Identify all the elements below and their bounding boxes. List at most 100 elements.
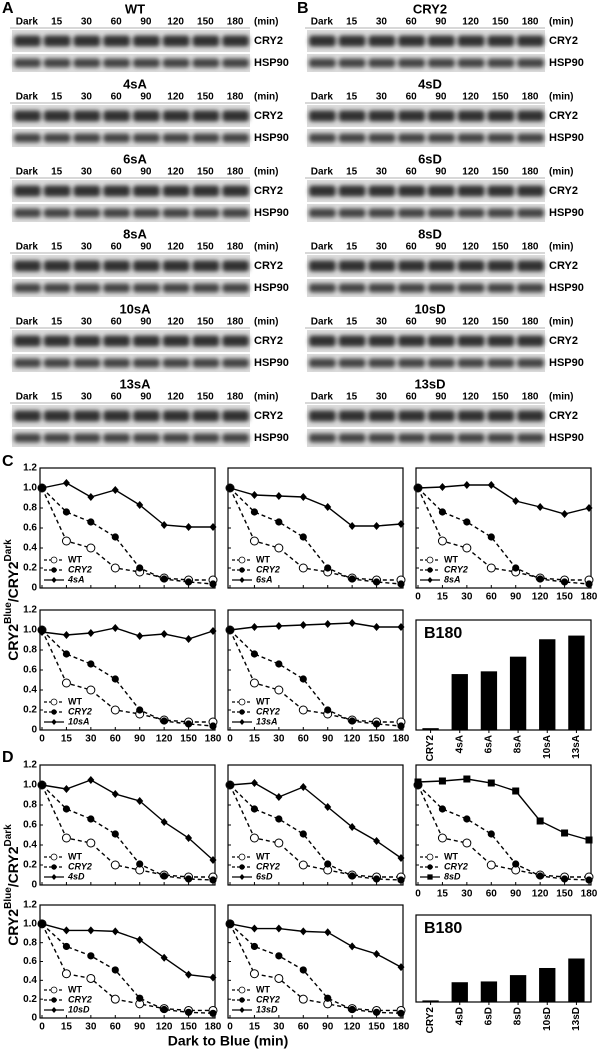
band	[338, 35, 366, 47]
legend-marker	[239, 874, 245, 880]
bar	[451, 674, 468, 730]
band	[487, 283, 515, 293]
x-tick-label: 120	[156, 734, 173, 745]
x-tick-label: 90	[322, 1022, 334, 1033]
marker	[62, 926, 70, 935]
x-tick-label: 0	[227, 1022, 233, 1033]
legend-marker	[239, 719, 245, 725]
lane-label: 150	[197, 242, 214, 253]
lane-label: 150	[197, 167, 214, 178]
band-label: HSP90	[549, 432, 584, 444]
marker	[86, 973, 96, 983]
x-tick-label: 30	[461, 889, 473, 900]
blot-background	[12, 180, 250, 202]
blot-bands	[309, 283, 544, 293]
legend-marker	[51, 709, 57, 715]
series-line	[41, 923, 214, 1014]
band	[398, 358, 425, 368]
band	[222, 35, 249, 47]
legend-label: WT	[68, 851, 82, 861]
marker	[160, 953, 168, 962]
marker	[87, 660, 95, 668]
legend-label: 6sA	[256, 574, 273, 584]
band	[517, 283, 544, 293]
band	[309, 185, 336, 197]
marker	[250, 924, 258, 933]
band	[43, 110, 71, 122]
band	[338, 208, 366, 218]
lane-label: 120	[167, 392, 184, 403]
y-tick-label: 1.2	[23, 760, 37, 771]
band	[192, 410, 220, 422]
marker	[427, 567, 433, 573]
marker	[51, 719, 57, 725]
lane-label: 30	[81, 92, 93, 103]
series-line	[229, 923, 402, 968]
band	[103, 208, 130, 218]
band-label: CRY2	[254, 410, 283, 422]
marker	[111, 533, 119, 541]
x-tick-label: 180	[205, 734, 222, 745]
band	[309, 58, 336, 68]
lane-label: 30	[376, 242, 388, 253]
band	[368, 208, 396, 218]
marker	[397, 722, 405, 730]
series-line	[229, 629, 402, 727]
band	[14, 35, 41, 47]
band	[309, 358, 336, 368]
blot-bands	[14, 35, 249, 47]
unit-label: (min)	[254, 17, 278, 28]
marker	[184, 578, 193, 586]
marker	[536, 575, 544, 583]
band	[428, 260, 455, 272]
band	[368, 185, 396, 197]
marker	[160, 630, 168, 638]
marker	[512, 860, 520, 868]
marker	[512, 497, 520, 505]
lane-label: 120	[167, 92, 184, 103]
band	[222, 433, 249, 443]
y-tick-label: 1.0	[23, 918, 37, 929]
unit-label: (min)	[254, 317, 278, 328]
band	[368, 283, 396, 293]
marker	[373, 949, 381, 958]
legend-label: CRY2	[256, 706, 280, 716]
unit-label: (min)	[549, 242, 573, 253]
lane-label: 120	[462, 167, 479, 178]
marker	[160, 717, 168, 725]
lane-label: Dark	[311, 317, 334, 328]
marker	[111, 790, 119, 798]
blot-background	[12, 330, 250, 352]
marker	[274, 973, 284, 983]
lane-label: 180	[522, 242, 539, 253]
legend-label: WT	[444, 851, 458, 861]
marker	[561, 510, 569, 518]
marker	[274, 685, 284, 695]
band	[14, 58, 41, 68]
band	[14, 260, 41, 272]
blot-bands	[14, 433, 249, 443]
band	[309, 35, 336, 47]
band-label: HSP90	[549, 357, 584, 369]
band	[338, 133, 366, 143]
marker	[250, 491, 258, 499]
marker	[239, 709, 245, 715]
lane-label: 180	[227, 92, 244, 103]
blot-bands	[14, 410, 249, 422]
lane-label: 180	[522, 392, 539, 403]
legend-label: CRY2	[256, 994, 280, 1004]
lane-label: 15	[51, 317, 63, 328]
legend-label: WT	[444, 554, 458, 564]
marker	[136, 994, 144, 1002]
band-label: HSP90	[549, 57, 584, 69]
legend-marker	[50, 853, 58, 861]
band-label: HSP90	[254, 432, 289, 444]
x-tick-label: 30	[273, 734, 285, 745]
legend-marker	[51, 1007, 57, 1013]
lane-label: 120	[462, 392, 479, 403]
band	[309, 410, 336, 422]
marker	[487, 779, 495, 787]
marker	[38, 628, 46, 636]
band	[428, 133, 455, 143]
marker	[51, 997, 57, 1003]
